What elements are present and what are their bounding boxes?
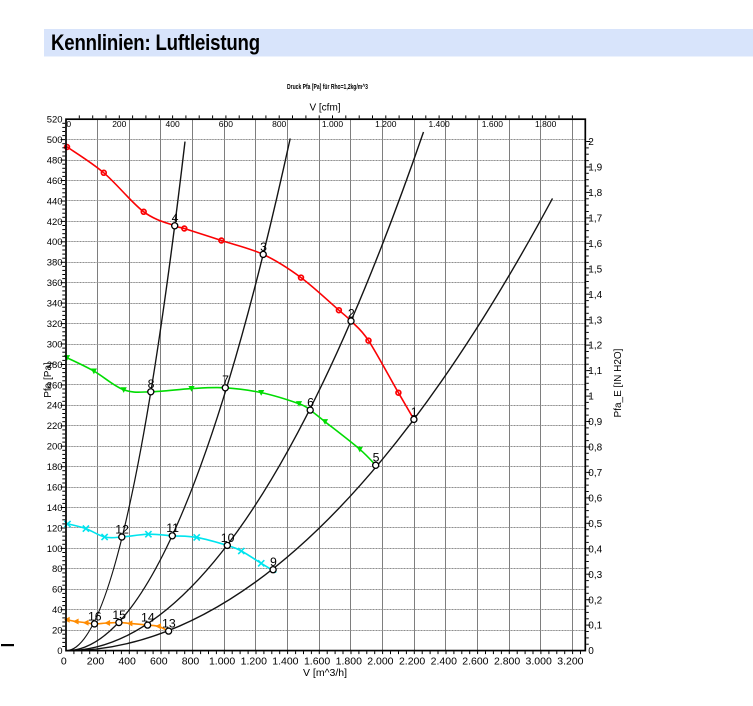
svg-text:460: 460 xyxy=(47,176,63,187)
svg-text:0,6: 0,6 xyxy=(588,494,602,505)
svg-text:1.200: 1.200 xyxy=(241,656,267,668)
svg-text:1.400: 1.400 xyxy=(428,119,450,129)
svg-text:9: 9 xyxy=(270,555,277,569)
svg-text:1.800: 1.800 xyxy=(336,656,362,668)
svg-text:2.200: 2.200 xyxy=(399,656,425,668)
svg-text:0: 0 xyxy=(61,656,67,668)
svg-text:1.200: 1.200 xyxy=(375,119,397,129)
svg-text:480: 480 xyxy=(47,156,63,167)
svg-text:7: 7 xyxy=(222,373,229,387)
svg-text:200: 200 xyxy=(47,442,63,453)
svg-text:2.400: 2.400 xyxy=(431,656,457,668)
svg-text:180: 180 xyxy=(47,462,63,473)
svg-text:0: 0 xyxy=(588,646,594,657)
svg-text:280: 280 xyxy=(47,360,63,371)
svg-text:1,9: 1,9 xyxy=(588,163,602,174)
svg-text:600: 600 xyxy=(150,656,168,668)
svg-text:Kennlinien: Luftleistung: Kennlinien: Luftleistung xyxy=(51,31,260,56)
svg-text:200: 200 xyxy=(87,656,105,668)
svg-text:1,1: 1,1 xyxy=(588,366,602,377)
svg-text:0,3: 0,3 xyxy=(588,570,602,581)
svg-text:1,5: 1,5 xyxy=(588,264,602,275)
svg-text:1,4: 1,4 xyxy=(588,290,602,301)
svg-text:400: 400 xyxy=(166,119,180,129)
svg-text:Pfa [Pa]: Pfa [Pa] xyxy=(43,362,54,398)
svg-text:1.400: 1.400 xyxy=(272,656,298,668)
svg-text:600: 600 xyxy=(219,119,233,129)
svg-text:3.000: 3.000 xyxy=(526,656,552,668)
svg-text:2: 2 xyxy=(348,306,355,320)
svg-text:6: 6 xyxy=(307,396,314,410)
svg-text:120: 120 xyxy=(47,523,63,534)
svg-text:320: 320 xyxy=(47,319,63,330)
svg-text:340: 340 xyxy=(47,299,63,310)
svg-text:2: 2 xyxy=(588,137,594,148)
svg-text:420: 420 xyxy=(47,217,63,228)
svg-text:11: 11 xyxy=(166,521,179,535)
svg-text:60: 60 xyxy=(52,585,63,596)
svg-text:0,2: 0,2 xyxy=(588,595,602,606)
svg-text:40: 40 xyxy=(52,605,63,616)
svg-text:0,9: 0,9 xyxy=(588,417,602,428)
svg-text:1.600: 1.600 xyxy=(482,119,504,129)
svg-text:140: 140 xyxy=(47,503,63,514)
svg-text:80: 80 xyxy=(52,564,63,575)
svg-text:V [cfm]: V [cfm] xyxy=(309,103,340,114)
svg-text:1,2: 1,2 xyxy=(588,341,602,352)
svg-text:5: 5 xyxy=(373,451,380,465)
svg-text:0,8: 0,8 xyxy=(588,443,602,454)
svg-text:1,3: 1,3 xyxy=(588,315,602,326)
svg-text:3.200: 3.200 xyxy=(557,656,583,668)
svg-text:240: 240 xyxy=(47,401,63,412)
svg-text:1,8: 1,8 xyxy=(588,188,602,199)
svg-text:0,4: 0,4 xyxy=(588,544,602,555)
svg-text:0,1: 0,1 xyxy=(588,621,602,632)
svg-text:160: 160 xyxy=(47,483,63,494)
svg-text:1: 1 xyxy=(588,392,594,403)
svg-text:16: 16 xyxy=(88,609,102,623)
svg-text:260: 260 xyxy=(47,380,63,391)
svg-text:1.000: 1.000 xyxy=(322,119,344,129)
svg-text:2.800: 2.800 xyxy=(494,656,520,668)
svg-text:220: 220 xyxy=(47,421,63,432)
svg-text:0: 0 xyxy=(57,646,62,657)
svg-text:10: 10 xyxy=(221,531,235,545)
svg-text:2.600: 2.600 xyxy=(462,656,488,668)
svg-text:300: 300 xyxy=(47,339,63,350)
svg-text:4: 4 xyxy=(172,211,179,225)
svg-text:15: 15 xyxy=(112,608,126,622)
svg-text:0,5: 0,5 xyxy=(588,519,602,530)
svg-text:200: 200 xyxy=(112,119,126,129)
svg-text:V [m^3/h]: V [m^3/h] xyxy=(303,667,347,679)
svg-text:12: 12 xyxy=(115,522,129,536)
svg-text:1.000: 1.000 xyxy=(209,656,235,668)
svg-text:1.600: 1.600 xyxy=(304,656,330,668)
svg-text:800: 800 xyxy=(272,119,286,129)
svg-text:100: 100 xyxy=(47,544,63,555)
svg-text:2.000: 2.000 xyxy=(367,656,393,668)
svg-text:360: 360 xyxy=(47,278,63,289)
svg-text:520: 520 xyxy=(47,115,63,126)
svg-text:0,7: 0,7 xyxy=(588,468,602,479)
svg-text:440: 440 xyxy=(47,196,63,207)
svg-text:14: 14 xyxy=(141,611,155,625)
svg-text:Pfa_E [IN H2O]: Pfa_E [IN H2O] xyxy=(613,348,624,417)
svg-text:Druck Pfa [Pa] für Rho=1,2kg/m: Druck Pfa [Pa] für Rho=1,2kg/m^3 xyxy=(287,83,368,91)
svg-text:1: 1 xyxy=(411,405,418,419)
svg-text:8: 8 xyxy=(148,377,155,391)
svg-text:1,7: 1,7 xyxy=(588,214,602,225)
svg-text:0: 0 xyxy=(66,119,71,129)
svg-text:800: 800 xyxy=(182,656,200,668)
svg-text:400: 400 xyxy=(47,237,63,248)
svg-text:1,6: 1,6 xyxy=(588,239,602,250)
svg-text:500: 500 xyxy=(47,135,63,146)
svg-text:20: 20 xyxy=(52,626,63,637)
svg-text:400: 400 xyxy=(118,656,136,668)
svg-text:380: 380 xyxy=(47,258,63,269)
svg-text:1.800: 1.800 xyxy=(535,119,557,129)
svg-text:13: 13 xyxy=(162,617,176,631)
svg-text:3: 3 xyxy=(260,240,267,254)
